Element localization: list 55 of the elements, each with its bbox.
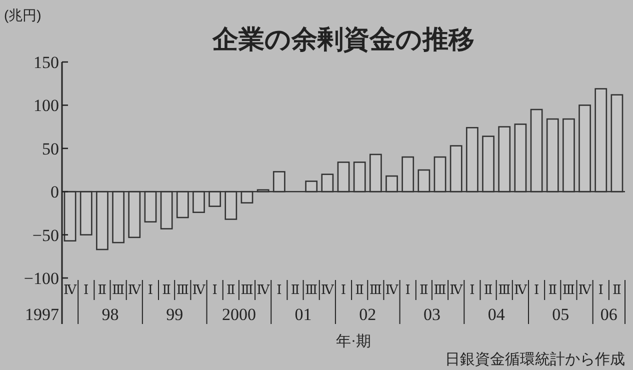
x-tick-label: Ⅱ	[355, 282, 364, 297]
text: 98	[102, 305, 119, 324]
x-tick-label: Ⅰ	[405, 282, 410, 297]
x-tick-label: Ⅰ	[148, 282, 154, 297]
text: 04	[488, 305, 506, 324]
x-tick-label: Ⅰ	[470, 282, 475, 297]
x-tick-label: Ⅱ	[548, 282, 558, 297]
x-tick-label: Ⅰ	[534, 282, 540, 297]
text: 02	[359, 305, 376, 324]
x-tick-label: Ⅳ	[256, 282, 271, 297]
y-tick-label: 0	[50, 182, 59, 202]
x-tick-label: Ⅲ	[176, 282, 189, 297]
x-tick-label: Ⅰ	[84, 282, 89, 297]
x-tick-label: Ⅰ	[598, 282, 604, 297]
x-tick-label: Ⅳ	[320, 282, 335, 297]
x-tick-label: Ⅰ	[212, 282, 218, 297]
y-axis-title: (兆円)	[4, 7, 42, 23]
x-tick-label: Ⅲ	[562, 282, 575, 297]
text: 01	[294, 305, 312, 324]
x-axis-title: 年·期	[336, 333, 371, 350]
x-tick-label: Ⅳ	[578, 282, 592, 297]
chart-title: 企業の余剰資金の推移	[212, 24, 474, 54]
x-tick-label: Ⅱ	[420, 282, 429, 297]
x-tick-label: Ⅰ	[340, 282, 346, 297]
y-tick-label: −100	[24, 269, 59, 288]
x-tick-label: Ⅳ	[450, 282, 464, 297]
y-tick-label: −50	[32, 226, 59, 245]
x-tick-label: Ⅱ	[98, 282, 107, 297]
text: 2000	[222, 305, 256, 324]
x-tick-label: Ⅳ	[192, 282, 206, 297]
x-tick-label: Ⅰ	[276, 282, 282, 297]
x-tick-label: Ⅳ	[514, 282, 528, 297]
x-tick-label: Ⅱ	[484, 282, 493, 297]
x-tick-label: Ⅲ	[112, 282, 125, 297]
x-tick-label: Ⅲ	[498, 282, 511, 297]
x-tick-label: Ⅲ	[240, 282, 254, 297]
x-tick-label: Ⅳ	[64, 282, 78, 297]
text: 03	[423, 305, 440, 324]
text: 99	[166, 305, 184, 324]
x-tick-label: Ⅳ	[385, 282, 400, 297]
x-tick-label: Ⅱ	[290, 282, 300, 297]
x-tick-label: Ⅲ	[434, 282, 446, 297]
x-tick-label: Ⅳ	[128, 282, 142, 297]
text: 1997	[25, 305, 60, 324]
text: 06	[600, 305, 618, 324]
x-tick-label: Ⅲ	[305, 282, 318, 297]
x-tick-label: Ⅲ	[369, 282, 382, 297]
x-tick-label: Ⅱ	[612, 282, 622, 297]
x-tick-label: Ⅱ	[226, 282, 236, 297]
text: 05	[552, 305, 570, 324]
y-tick-label: 100	[34, 96, 59, 116]
y-tick-label: 150	[34, 53, 59, 72]
y-tick-label: 50	[42, 139, 59, 158]
text: 日銀資金循環統計から作成	[445, 351, 625, 368]
x-tick-label: Ⅱ	[162, 282, 172, 297]
